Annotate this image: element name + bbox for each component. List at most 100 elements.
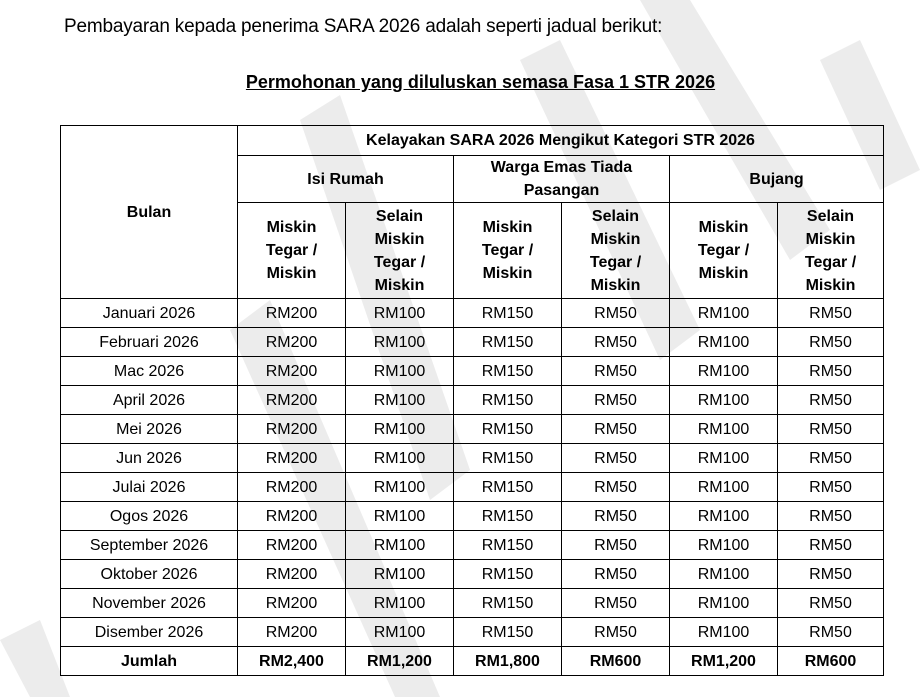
table-row: November 2026 RM200 RM100 RM150 RM50 RM100 RM5… xyxy=(60,588,884,618)
amount-cell: RM100 xyxy=(345,298,454,328)
amount-cell: RM50 xyxy=(777,617,884,647)
amount-cell: RM50 xyxy=(777,588,884,618)
amount-cell: RM150 xyxy=(453,298,562,328)
total-cell: RM1,200 xyxy=(345,646,454,676)
amount-cell: RM100 xyxy=(669,472,778,502)
amount-cell: RM200 xyxy=(237,472,346,502)
amount-cell: RM150 xyxy=(453,385,562,415)
amount-cell: RM50 xyxy=(561,559,670,589)
category-header: Isi Rumah xyxy=(237,155,454,203)
amount-cell: RM100 xyxy=(669,298,778,328)
amount-cell: RM50 xyxy=(777,559,884,589)
amount-cell: RM100 xyxy=(345,356,454,386)
table-row: Februari 2026 RM200 RM100 RM150 RM50 RM100 RM5… xyxy=(60,327,884,357)
amount-cell: RM50 xyxy=(561,617,670,647)
amount-cell: RM50 xyxy=(777,356,884,386)
sub-header: Miskin Tegar / Miskin xyxy=(237,202,346,299)
sub-header: Selain Miskin Tegar / Miskin xyxy=(777,202,884,299)
category-header: Bujang xyxy=(669,155,884,203)
amount-cell: RM100 xyxy=(669,443,778,473)
amount-cell: RM100 xyxy=(669,559,778,589)
amount-cell: RM50 xyxy=(777,472,884,502)
table-row: Januari 2026 RM200 RM100 RM150 RM50 RM100 RM50 xyxy=(60,298,884,328)
amount-cell: RM200 xyxy=(237,414,346,444)
amount-cell: RM50 xyxy=(561,530,670,560)
amount-cell: RM150 xyxy=(453,472,562,502)
month-cell: November 2026 xyxy=(60,588,238,618)
month-cell: Februari 2026 xyxy=(60,327,238,357)
amount-cell: RM200 xyxy=(237,559,346,589)
total-label: Jumlah xyxy=(60,646,238,676)
total-cell: RM600 xyxy=(561,646,670,676)
month-cell: Jun 2026 xyxy=(60,443,238,473)
amount-cell: RM100 xyxy=(669,617,778,647)
month-cell: September 2026 xyxy=(60,530,238,560)
month-cell: Julai 2026 xyxy=(60,472,238,502)
amount-cell: RM200 xyxy=(237,385,346,415)
amount-cell: RM150 xyxy=(453,501,562,531)
amount-cell: RM100 xyxy=(669,501,778,531)
sub-header: Miskin Tegar / Miskin xyxy=(669,202,778,299)
month-cell: Oktober 2026 xyxy=(60,559,238,589)
amount-cell: RM100 xyxy=(345,414,454,444)
sub-header: Selain Miskin Tegar / Miskin xyxy=(345,202,454,299)
group-header: Kelayakan SARA 2026 Mengikut Kategori ST… xyxy=(237,125,884,156)
amount-cell: RM50 xyxy=(561,443,670,473)
amount-cell: RM150 xyxy=(453,617,562,647)
amount-cell: RM100 xyxy=(345,472,454,502)
amount-cell: RM50 xyxy=(777,443,884,473)
amount-cell: RM50 xyxy=(777,298,884,328)
sub-header: Selain Miskin Tegar / Miskin xyxy=(561,202,670,299)
table-row: Oktober 2026 RM200 RM100 RM150 RM50 RM100 RM50 xyxy=(60,559,884,589)
month-cell: Mac 2026 xyxy=(60,356,238,386)
amount-cell: RM100 xyxy=(345,617,454,647)
amount-cell: RM150 xyxy=(453,443,562,473)
intro-text: Pembayaran kepada penerima SARA 2026 ada… xyxy=(64,16,663,37)
amount-cell: RM50 xyxy=(561,298,670,328)
amount-cell: RM50 xyxy=(777,385,884,415)
category-header: Warga Emas Tiada Pasangan xyxy=(453,155,670,203)
month-cell: April 2026 xyxy=(60,385,238,415)
amount-cell: RM200 xyxy=(237,501,346,531)
amount-cell: RM200 xyxy=(237,327,346,357)
total-row: Jumlah RM2,400 RM1,200 RM1,800 RM600 RM1,200 R… xyxy=(60,646,884,676)
amount-cell: RM100 xyxy=(669,588,778,618)
amount-cell: RM150 xyxy=(453,414,562,444)
table-row: April 2026 RM200 RM100 RM150 RM50 RM100 RM50 xyxy=(60,385,884,415)
table-row: Jun 2026 RM200 RM100 RM150 RM50 RM100 RM50 xyxy=(60,443,884,473)
month-cell: Mei 2026 xyxy=(60,414,238,444)
table-title: Permohonan yang diluluskan semasa Fasa 1… xyxy=(245,72,716,92)
table-row: Julai 2026 RM200 RM100 RM150 RM50 RM100 RM50 xyxy=(60,472,884,502)
month-cell: Ogos 2026 xyxy=(60,501,238,531)
sub-header: Miskin Tegar / Miskin xyxy=(453,202,562,299)
amount-cell: RM200 xyxy=(237,530,346,560)
amount-cell: RM150 xyxy=(453,559,562,589)
amount-cell: RM200 xyxy=(237,588,346,618)
amount-cell: RM100 xyxy=(669,414,778,444)
amount-cell: RM200 xyxy=(237,356,346,386)
amount-cell: RM100 xyxy=(669,385,778,415)
amount-cell: RM150 xyxy=(453,588,562,618)
table-row: Mei 2026 RM200 RM100 RM150 RM50 RM100 RM50 xyxy=(60,414,884,444)
amount-cell: RM50 xyxy=(561,356,670,386)
table-row: September 2026 RM200 RM100 RM150 RM50 RM100 RM… xyxy=(60,530,884,560)
amount-cell: RM200 xyxy=(237,617,346,647)
total-cell: RM1,800 xyxy=(453,646,562,676)
amount-cell: RM100 xyxy=(345,588,454,618)
total-cell: RM1,200 xyxy=(669,646,778,676)
amount-cell: RM100 xyxy=(345,501,454,531)
total-cell: RM600 xyxy=(777,646,884,676)
amount-cell: RM150 xyxy=(453,327,562,357)
month-cell: Disember 2026 xyxy=(60,617,238,647)
amount-cell: RM100 xyxy=(345,530,454,560)
total-cell: RM2,400 xyxy=(237,646,346,676)
table-row: Ogos 2026 RM200 RM100 RM150 RM50 RM100 RM50 xyxy=(60,501,884,531)
amount-cell: RM50 xyxy=(777,327,884,357)
amount-cell: RM100 xyxy=(669,356,778,386)
month-header: Bulan xyxy=(60,125,238,299)
amount-cell: RM150 xyxy=(453,356,562,386)
month-cell: Januari 2026 xyxy=(60,298,238,328)
amount-cell: RM50 xyxy=(561,414,670,444)
amount-cell: RM50 xyxy=(561,588,670,618)
amount-cell: RM50 xyxy=(561,501,670,531)
